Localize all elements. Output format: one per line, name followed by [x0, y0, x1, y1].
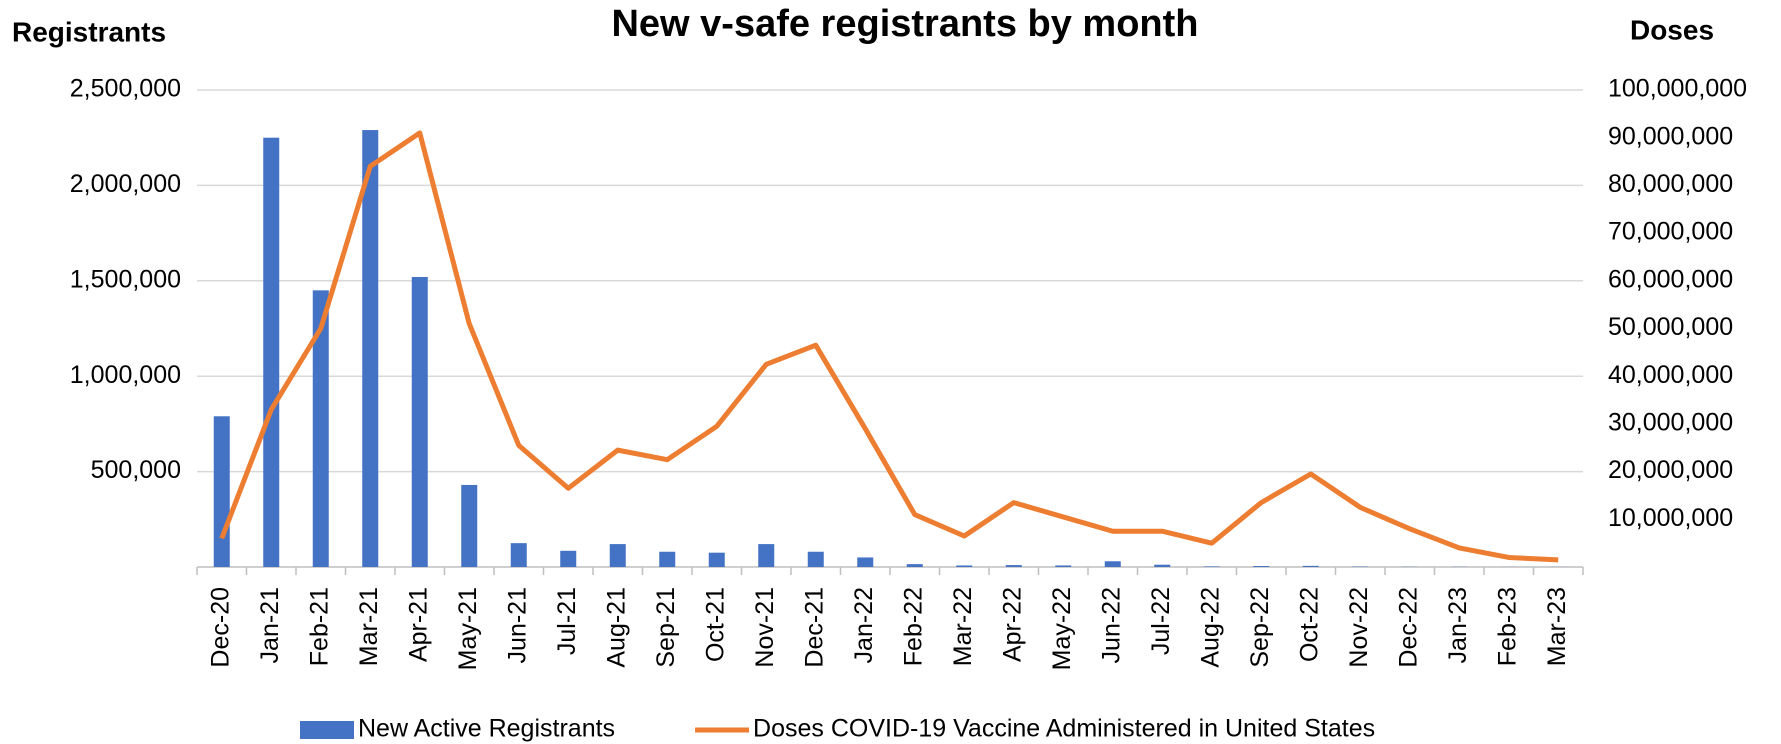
y2-tick-label: 60,000,000	[1608, 265, 1733, 293]
y-tick-label: 2,000,000	[70, 170, 181, 198]
bar	[758, 544, 775, 567]
x-tick-label: Feb-23	[1493, 587, 1521, 666]
x-tick-label: Mar-23	[1543, 587, 1571, 666]
bar	[708, 552, 725, 567]
x-tick-label: Jul-21	[553, 587, 581, 655]
x-tick-label: Aug-21	[602, 587, 630, 668]
x-tick-label: Sep-21	[652, 587, 680, 668]
legend-label: New Active Registrants	[358, 715, 615, 743]
y2-tick-label: 20,000,000	[1608, 456, 1733, 484]
bar	[1104, 561, 1121, 567]
x-tick-label: Jan-22	[850, 587, 878, 663]
x-tick-label: May-21	[454, 587, 482, 670]
x-tick-label: Jan-23	[1444, 587, 1472, 663]
y2-tick-label: 80,000,000	[1608, 170, 1733, 198]
x-tick-label: Apr-21	[404, 587, 432, 662]
x-tick-label: Mar-22	[949, 587, 977, 666]
bar	[560, 550, 577, 567]
y2-tick-label: 100,000,000	[1608, 75, 1747, 103]
x-tick-label: Mar-21	[355, 587, 383, 666]
bar	[659, 551, 676, 567]
y-tick-label: 1,500,000	[70, 265, 181, 293]
bar	[362, 130, 379, 567]
bar	[1005, 565, 1022, 567]
bar	[609, 544, 626, 567]
bar	[1154, 564, 1171, 567]
bar	[213, 416, 230, 567]
x-tick-label: Dec-21	[800, 587, 828, 668]
x-tick-label: Sep-22	[1246, 587, 1274, 668]
legend-swatch	[300, 721, 354, 739]
x-tick-label: May-22	[1048, 587, 1076, 670]
bar	[1203, 566, 1220, 567]
x-tick-label: Feb-22	[899, 587, 927, 666]
x-tick-label: Dec-20	[206, 587, 234, 668]
bar	[461, 484, 478, 567]
chart-title: New v-safe registrants by month	[611, 3, 1198, 45]
x-tick-label: Jun-22	[1097, 587, 1125, 663]
x-tick-label: Oct-22	[1295, 587, 1323, 662]
y-axis-title: Registrants	[12, 16, 166, 47]
y2-tick-label: 70,000,000	[1608, 218, 1733, 246]
y2-tick-label: 90,000,000	[1608, 122, 1733, 150]
bar	[1302, 565, 1319, 567]
y2-tick-label: 30,000,000	[1608, 409, 1733, 437]
x-tick-label: Nov-21	[751, 587, 779, 668]
bar	[312, 290, 329, 567]
x-tick-label: Jan-21	[256, 587, 284, 663]
bar	[857, 557, 874, 567]
y2-tick-label: 40,000,000	[1608, 361, 1733, 389]
y-tick-label: 500,000	[91, 456, 181, 484]
line	[219, 130, 1559, 563]
legend-label: Doses COVID-19 Vaccine Administered in U…	[753, 715, 1375, 743]
bar	[510, 543, 527, 567]
x-tick-label: Jun-21	[503, 587, 531, 663]
bar	[1055, 565, 1072, 567]
bar	[906, 564, 923, 567]
x-tick-label: Jul-22	[1147, 587, 1175, 655]
y2-axis-title: Doses	[1630, 14, 1714, 45]
y-tick-label: 2,500,000	[70, 75, 181, 103]
x-tick-label: Feb-21	[305, 587, 333, 666]
bar	[956, 565, 973, 567]
bar	[411, 276, 428, 567]
x-tick-label: Nov-22	[1345, 587, 1373, 668]
x-tick-label: Oct-21	[701, 587, 729, 662]
bar	[1253, 566, 1270, 567]
bar	[807, 551, 824, 567]
y2-tick-label: 10,000,000	[1608, 504, 1733, 532]
bar	[263, 137, 280, 567]
y2-tick-label: 50,000,000	[1608, 313, 1733, 341]
x-tick-label: Apr-22	[998, 587, 1026, 662]
y-tick-label: 1,000,000	[70, 361, 181, 389]
x-tick-label: Aug-22	[1196, 587, 1224, 668]
x-tick-label: Dec-22	[1394, 587, 1422, 668]
